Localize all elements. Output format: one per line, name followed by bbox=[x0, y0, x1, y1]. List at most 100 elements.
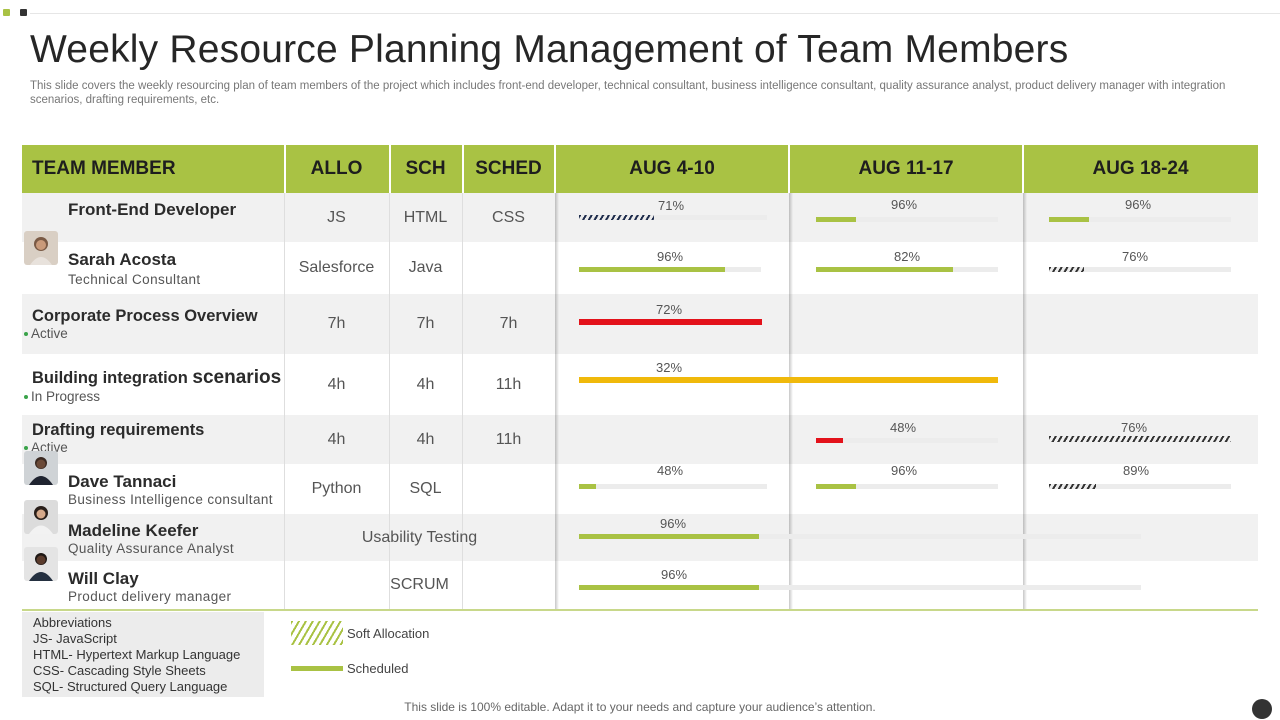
week-3-track bbox=[1049, 217, 1231, 222]
sch-cell: Java bbox=[408, 259, 443, 276]
member-name: Will Clay bbox=[68, 569, 139, 588]
status-text: Active bbox=[31, 326, 68, 341]
page-subtitle: This slide covers the weekly resourcing … bbox=[30, 80, 1226, 106]
header-week-2: AUG 11-17 bbox=[789, 145, 1023, 193]
week-2-bar bbox=[816, 438, 844, 443]
page-title: Weekly Resource Planning Management of T… bbox=[30, 28, 1069, 71]
column-divider bbox=[462, 193, 463, 611]
task-name: Corporate Process Overview bbox=[32, 307, 258, 325]
task-name-text: Building integration bbox=[32, 369, 188, 387]
span-task-cell: Usability Testing bbox=[361, 528, 478, 546]
abbreviation-item: SQL- Structured Query Language bbox=[33, 679, 228, 694]
header-sep bbox=[788, 145, 790, 193]
abbreviations-heading: Abbreviations bbox=[33, 615, 112, 630]
week-1-bar bbox=[579, 267, 725, 272]
sched-cell: 11h bbox=[495, 430, 522, 448]
header-sep bbox=[284, 145, 286, 193]
sch-cell: 7h bbox=[416, 315, 435, 332]
week-1-percent: 32% bbox=[655, 360, 683, 375]
member-role: Business Intelligence consultant bbox=[68, 492, 273, 507]
status-dot-icon bbox=[24, 446, 28, 451]
member-role: Technical Consultant bbox=[68, 272, 201, 287]
resource-table: TEAM MEMBER ALLO SCH SCHED AUG 4-10 AUG … bbox=[22, 145, 1258, 611]
dark-dot-icon bbox=[20, 9, 27, 16]
allo-cell: 4h bbox=[327, 430, 346, 448]
allo-cell: 7h bbox=[327, 315, 346, 332]
week-2-percent: 96% bbox=[890, 463, 918, 478]
span-bar bbox=[579, 534, 759, 539]
week-3-percent: 76% bbox=[1120, 420, 1148, 435]
top-divider bbox=[30, 13, 1280, 14]
week-2-track bbox=[816, 217, 998, 222]
week-2-percent: 82% bbox=[893, 249, 921, 264]
legend-scheduled: Scheduled bbox=[291, 661, 408, 676]
task-name-emphasis: scenarios bbox=[192, 367, 282, 388]
week-2-bar bbox=[816, 217, 857, 222]
sch-cell: HTML bbox=[403, 208, 448, 226]
week-3-track bbox=[1049, 267, 1231, 272]
legend-soft-allocation: Soft Allocation bbox=[291, 621, 429, 645]
sched-cell: CSS bbox=[492, 208, 525, 226]
row-bg-dave bbox=[22, 464, 1258, 514]
abbreviation-item: CSS- Cascading Style Sheets bbox=[33, 663, 206, 678]
span-bar bbox=[579, 377, 998, 383]
sch-cell: 4h bbox=[416, 430, 435, 448]
legend-label: Scheduled bbox=[347, 661, 409, 676]
week-3-bar bbox=[1049, 436, 1231, 442]
member-role: Quality Assurance Analyst bbox=[68, 541, 235, 556]
sch-cell: SQL bbox=[409, 480, 442, 497]
week-1-percent: 48% bbox=[656, 463, 684, 478]
allo-cell: Salesforce bbox=[298, 259, 375, 276]
status-dot-icon bbox=[24, 332, 28, 337]
hatch-swatch-icon bbox=[291, 621, 343, 645]
week-3-percent: 89% bbox=[1122, 463, 1150, 478]
member-name: Sarah Acosta bbox=[68, 250, 177, 269]
header-sch: SCH bbox=[389, 145, 462, 193]
allo-cell: JS bbox=[327, 208, 346, 226]
member-name: Dave Tannaci bbox=[68, 472, 177, 491]
header-allo: ALLO bbox=[284, 145, 389, 193]
abbreviation-item: JS- JavaScript bbox=[33, 631, 117, 646]
week-3-percent: 76% bbox=[1121, 249, 1149, 264]
week-2-percent: 96% bbox=[890, 197, 918, 212]
top-dots bbox=[3, 9, 27, 16]
week-divider-shadow bbox=[789, 193, 793, 611]
week-3-track bbox=[1049, 484, 1231, 489]
week-1-bar bbox=[579, 319, 762, 325]
week-2-bar bbox=[816, 484, 857, 489]
week-3-percent: 96% bbox=[1124, 197, 1152, 212]
header-week-1: AUG 4-10 bbox=[555, 145, 789, 193]
week-1-track bbox=[579, 484, 767, 489]
week-3-bar bbox=[1049, 484, 1097, 489]
span-task-cell: SCRUM bbox=[390, 576, 449, 593]
task-name: Building integration scenarios bbox=[32, 367, 281, 389]
task-name: Drafting requirements bbox=[32, 421, 205, 439]
green-dot-icon bbox=[3, 9, 10, 16]
table-bottom-line bbox=[22, 609, 1258, 611]
member-name: Front-End Developer bbox=[68, 200, 237, 219]
week-2-track bbox=[816, 484, 998, 489]
sched-cell: 11h bbox=[495, 375, 522, 393]
abbreviations-box: Abbreviations JS- JavaScript HTML- Hyper… bbox=[22, 612, 264, 697]
column-divider bbox=[284, 193, 285, 611]
task-status: Active bbox=[24, 326, 68, 341]
week-1-bar bbox=[579, 215, 654, 220]
allo-cell: 4h bbox=[327, 375, 346, 393]
week-divider-shadow bbox=[555, 193, 559, 611]
week-1-percent: 96% bbox=[656, 249, 684, 264]
status-text: In Progress bbox=[31, 389, 101, 404]
row-bg-building bbox=[22, 354, 1258, 415]
member-role: Product delivery manager bbox=[68, 589, 232, 604]
span-track bbox=[579, 534, 1141, 539]
column-divider bbox=[389, 193, 390, 611]
header-sep bbox=[462, 145, 464, 193]
week-divider-shadow bbox=[1023, 193, 1027, 611]
avatar-will bbox=[24, 547, 58, 581]
header-team-member: TEAM MEMBER bbox=[22, 145, 284, 193]
legend-label: Soft Allocation bbox=[347, 625, 430, 641]
task-status: In Progress bbox=[24, 389, 100, 404]
sched-cell: 7h bbox=[499, 315, 518, 332]
avatar-dave bbox=[24, 451, 58, 485]
span-bar bbox=[579, 585, 759, 590]
week-3-bar bbox=[1049, 267, 1084, 272]
